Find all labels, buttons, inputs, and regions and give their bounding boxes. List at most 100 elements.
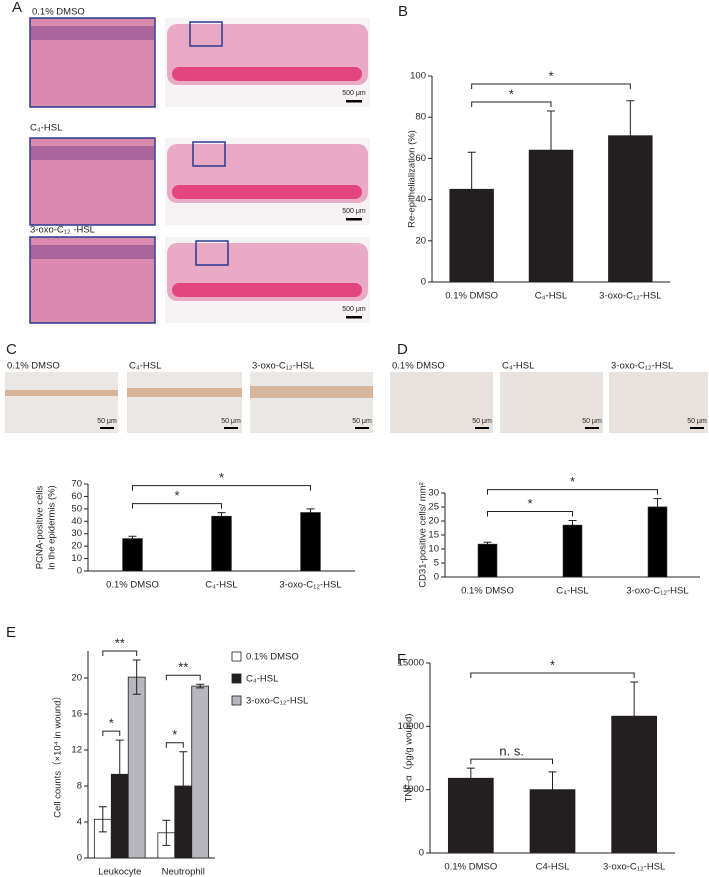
y-tick-label: 0 <box>434 572 439 583</box>
x-tick-label: Neutrophil <box>162 867 205 877</box>
significance-label: * <box>172 727 177 742</box>
y-tick-label: 5 <box>434 558 439 569</box>
x-tick-label: C4-HSL <box>536 862 570 873</box>
x-tick-label: 0.1% DMSO <box>444 862 497 873</box>
tissue-band <box>172 67 362 81</box>
y-axis-label: Re-epithelialization (%) <box>407 130 418 228</box>
panel-letter: C <box>6 341 17 358</box>
error-bar <box>196 683 205 689</box>
panel-letter: E <box>6 624 16 641</box>
y-tick-label: 0 <box>421 277 426 288</box>
significance-bracket <box>487 510 573 517</box>
y-tick-label: 30 <box>71 528 82 539</box>
scale-bar <box>585 427 599 429</box>
error-bar <box>179 751 188 821</box>
x-tick-label: Leukocyte <box>98 867 141 877</box>
bar <box>528 149 574 283</box>
error-bar <box>115 739 124 809</box>
y-tick-label: 20 <box>71 673 82 684</box>
y-tick-label: 40 <box>71 516 82 527</box>
legend-label: C₄-HSL <box>246 674 278 685</box>
tissue-band <box>172 283 362 297</box>
y-tick-label: 15 <box>428 530 439 541</box>
image-label: 0.1% DMSO <box>392 361 445 372</box>
stained-layer <box>250 386 373 398</box>
x-tick-label: 0.1% DMSO <box>106 580 159 591</box>
y-tick-label: 30 <box>428 488 439 499</box>
error-bar <box>653 498 662 507</box>
micrograph <box>500 372 603 433</box>
scale-label: 50 μm <box>582 418 602 425</box>
y-tick-label: 25 <box>428 502 439 513</box>
panel-letter: D <box>397 341 408 358</box>
y-tick-label: 20 <box>71 541 82 552</box>
legend-swatch <box>231 695 242 706</box>
significance-bracket <box>471 83 631 90</box>
y-tick-label: 20 <box>415 235 426 246</box>
image-label: C₄-HSL <box>30 123 62 134</box>
legend-swatch <box>231 651 242 662</box>
bar <box>447 777 494 854</box>
x-tick-label: 0.1% DMSO <box>445 291 498 302</box>
error-bar <box>547 110 555 151</box>
scale-bar <box>690 427 704 429</box>
error-bar <box>132 659 141 695</box>
scale-bar <box>355 427 369 429</box>
significance-label: ** <box>178 660 188 675</box>
significance-bracket <box>102 650 138 656</box>
x-tick-label: 3-oxo-C₁₂-HSL <box>603 862 665 873</box>
y-tick-label: 5000 <box>403 784 424 795</box>
scale-label: 50 μm <box>97 418 117 425</box>
bar <box>300 512 321 572</box>
bar <box>449 188 494 283</box>
y-tick-label: 0 <box>77 853 82 864</box>
y-tick-label: 70 <box>71 479 82 490</box>
error-bar <box>630 681 639 751</box>
y-tick-label: 20 <box>428 516 439 527</box>
y-axis-label: CD31-positive cells/ mm² <box>418 482 429 588</box>
error-bar <box>548 771 557 808</box>
bar <box>647 506 668 578</box>
error-bar <box>306 508 315 513</box>
image-label: 3-oxo-C₁₂-HSL <box>252 361 314 372</box>
x-tick-label: 3-oxo-C₁₂-HSL <box>626 586 688 597</box>
zoom-box <box>189 21 223 47</box>
error-bar <box>466 767 475 789</box>
significance-label: * <box>550 657 555 672</box>
significance-label: n. s. <box>499 744 524 759</box>
image-label: C₄-HSL <box>502 361 534 372</box>
significance-label: * <box>570 474 575 489</box>
legend-swatch <box>231 673 242 684</box>
significance-label: * <box>219 470 224 485</box>
image-label: 0.1% DMSO <box>32 7 85 18</box>
micrograph <box>5 372 118 433</box>
significance-label: * <box>509 86 514 101</box>
error-bar <box>162 819 171 846</box>
y-axis-label: PCNA-positive cells <box>35 486 46 570</box>
x-tick-label: C₄-HSL <box>205 580 237 591</box>
significance-label: * <box>527 496 532 511</box>
micrograph <box>390 372 493 433</box>
significance-bracket <box>487 489 658 495</box>
scale-label: 500 μm <box>342 208 366 215</box>
error-bar <box>98 806 107 833</box>
bar <box>608 135 653 283</box>
stained-layer <box>127 388 242 397</box>
panel-letter: F <box>397 651 406 668</box>
zoom-box <box>192 141 226 167</box>
bar <box>477 543 498 578</box>
image-label: 3-oxo-C₁₂-HSL <box>611 361 673 372</box>
y-axis-label: Cell counts（×10⁴ in wound） <box>52 691 64 818</box>
bar <box>122 538 143 572</box>
significance-bracket <box>102 730 121 737</box>
tissue-layer <box>31 26 154 40</box>
scale-bar <box>346 100 362 103</box>
bar <box>211 515 232 572</box>
x-tick-label: 3-oxo-C₁₂-HSL <box>279 580 341 591</box>
y-tick-label: 16 <box>71 709 82 720</box>
significance-bracket <box>165 674 201 681</box>
y-axis-label: in the epidermis (%) <box>47 485 58 569</box>
significance-bracket <box>471 101 552 108</box>
micrograph <box>250 372 373 433</box>
stained-layer <box>5 390 118 396</box>
